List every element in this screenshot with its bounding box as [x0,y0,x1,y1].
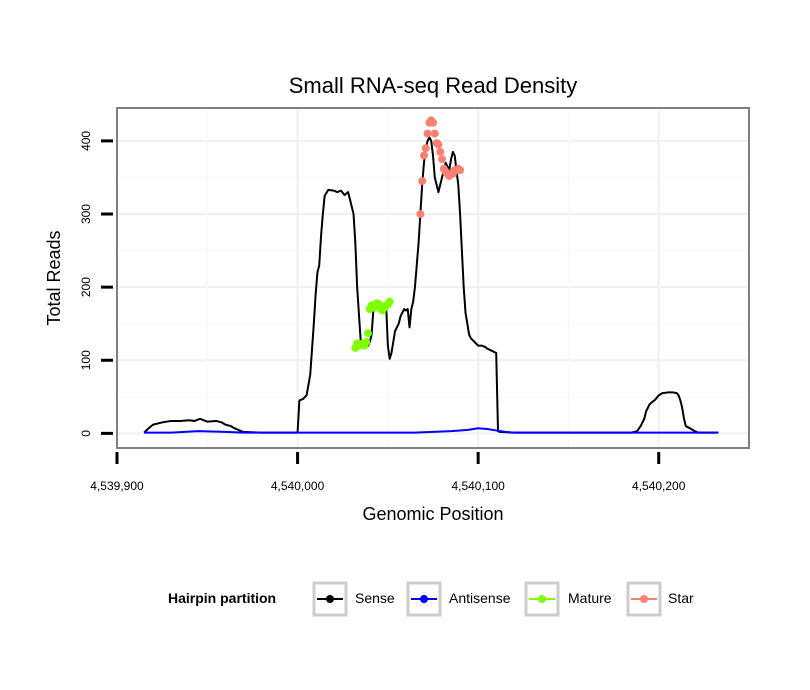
data-point-star [423,129,432,138]
legend-dot-mature [538,595,546,603]
data-point-star [438,155,447,164]
series-points [351,116,465,352]
series-line-antisense [144,427,719,434]
x-axis-title: Genomic Position [362,504,503,524]
data-point-mature [385,297,394,306]
x-tick-label: 4,539,900 [90,479,144,493]
data-point-star [436,147,445,156]
data-point-star [418,177,427,186]
series-lines [143,136,719,434]
y-axis-title: Total Reads [44,230,64,325]
x-tick-label: 4,540,200 [632,479,686,493]
data-point-mature [363,329,372,338]
legend-label-sense: Sense [355,590,395,606]
y-tick-label: 200 [79,277,93,297]
data-point-star [434,140,443,149]
y-tick-label: 100 [79,350,93,370]
legend-dot-star [640,595,648,603]
data-point-star [421,144,430,153]
data-point-star [419,151,428,160]
legend: Hairpin partition Sense Antisense Mature St… [168,581,694,617]
x-tick-label: 4,540,000 [271,479,325,493]
data-point-star [430,129,439,138]
legend-label-antisense: Antisense [449,590,511,606]
chart-title: Small RNA-seq Read Density [289,73,578,98]
plot-border [116,107,750,449]
x-axis: 4,539,900 4,540,000 4,540,100 4,540,200 [90,452,686,493]
legend-dot-antisense [420,595,428,603]
legend-dot-sense [326,595,334,603]
data-point-mature [362,337,371,346]
y-tick-label: 300 [79,204,93,224]
y-tick-label: 0 [79,430,93,437]
y-axis: 0 100 200 300 400 [79,131,113,437]
x-tick-label: 4,540,100 [451,479,505,493]
legend-label-star: Star [668,590,694,606]
data-point-star [429,118,437,127]
y-tick-label: 400 [79,131,93,151]
legend-label-mature: Mature [568,590,612,606]
legend-title: Hairpin partition [168,590,276,606]
data-point-star [456,166,465,175]
data-point-star [416,210,425,219]
